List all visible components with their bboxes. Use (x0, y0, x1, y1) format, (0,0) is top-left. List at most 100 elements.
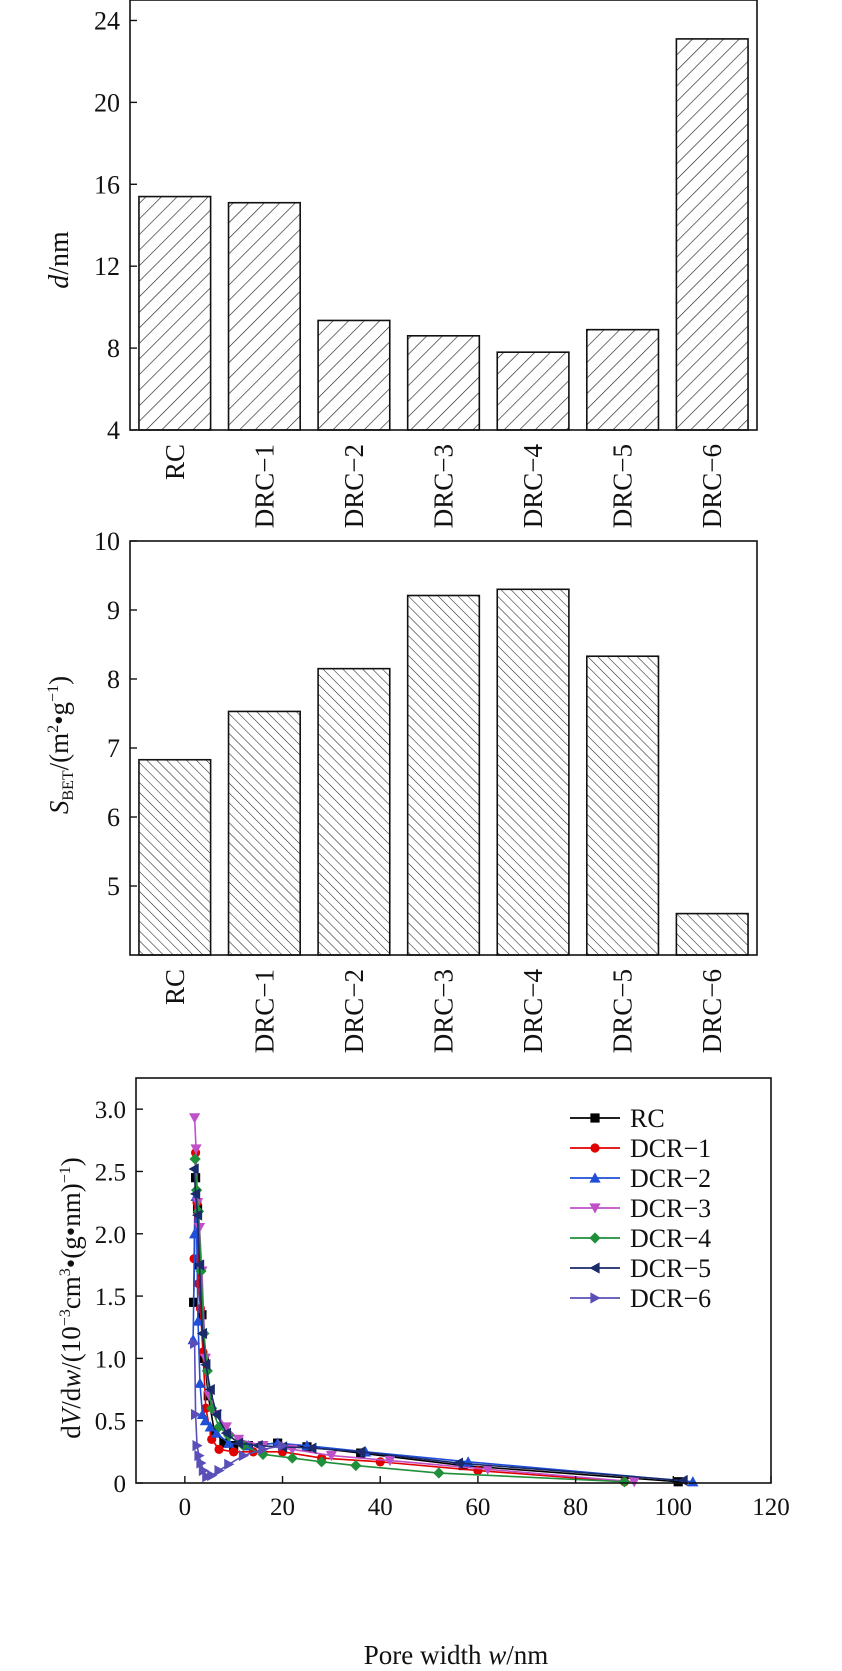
series-point-dcr-5 (204, 1383, 215, 1396)
surface-area-bar-drc-4 (496, 588, 570, 956)
legend-marker-dcr-3 (589, 1203, 601, 1214)
series-line-rc (192, 1177, 679, 1483)
pore-distribution-xtick-label: 40 (368, 1494, 393, 1521)
pore-diameter-bar-drc-6 (675, 38, 749, 431)
pore-diameter-bar-drc-1 (227, 201, 301, 431)
series-point-dcr-2 (204, 1421, 216, 1432)
series-point-dcr-6 (238, 1449, 250, 1462)
surface-area-category-drc-4: DRC−4 (518, 969, 548, 1054)
pore-diameter-category-drc-3: DRC−3 (429, 444, 459, 528)
series-point-rc (673, 1477, 683, 1487)
series-point-dcr-3 (232, 1434, 245, 1445)
pore-diameter-ytick-label: 20 (94, 88, 120, 117)
svg-text:d/nm: d/nm (44, 231, 75, 289)
surface-area-ytick-label: 5 (107, 872, 120, 901)
series-point-dcr-4 (189, 1153, 201, 1165)
series-point-rc (219, 1438, 229, 1448)
pore-diameter-ytick-label: 12 (94, 252, 120, 281)
pore-distribution-x-axis-label: Pore width w/nm (364, 1640, 549, 1670)
pore-diameter-category-drc-5: DRC−5 (608, 444, 638, 528)
series-point-dcr-6 (258, 1443, 269, 1455)
series-point-dcr-5 (189, 1188, 201, 1200)
pore-diameter-ytick-label: 8 (107, 334, 120, 363)
series-point-dcr-3 (325, 1450, 337, 1462)
surface-area-ytick-label: 6 (107, 803, 120, 832)
pore-diameter-category-drc-6: DRC−6 (697, 444, 727, 528)
series-point-dcr-2 (210, 1427, 223, 1438)
series-point-dcr-6 (190, 1337, 201, 1350)
legend-marker-rc (590, 1113, 600, 1123)
pore-diameter-bar-drc-2 (317, 319, 391, 431)
series-point-dcr-6 (207, 1469, 218, 1482)
series-point-rc (229, 1441, 239, 1451)
series-point-dcr-1 (214, 1444, 224, 1454)
series-point-dcr-2 (194, 1377, 206, 1388)
pore-diameter-category-drc-2: DRC−2 (339, 444, 369, 528)
svg-text:dV/dw/(10−3cm3•(g•nm)−1): dV/dw/(10−3cm3•(g•nm)−1) (56, 1157, 86, 1438)
series-point-dcr-5 (220, 1427, 231, 1439)
pore-distribution-ytick-label: 2.0 (95, 1222, 126, 1249)
pore-diameter-category-rc: RC (160, 444, 190, 480)
surface-area-bar-drc-2 (317, 667, 391, 956)
series-point-dcr-5 (232, 1437, 244, 1449)
pore-distribution-y-axis-label: dV/dw/(10−3cm3•(g•nm)−1) (56, 1157, 86, 1438)
series-point-dcr-4 (350, 1459, 362, 1472)
series-point-dcr-6 (192, 1440, 203, 1452)
series-point-dcr-1 (375, 1457, 385, 1467)
series-point-dcr-3 (189, 1113, 201, 1124)
surface-area-category-drc-6: DRC−6 (697, 969, 727, 1053)
surface-area-category-drc-3: DRC−3 (429, 969, 459, 1053)
surface-area-plot-frame (129, 540, 758, 956)
pore-diameter-category-drc-1: DRC−1 (249, 444, 279, 528)
pore-diameter-plot-frame (129, 0, 758, 431)
series-line-dcr-1 (193, 1152, 625, 1483)
pore-distribution-xtick-label: 0 (179, 1494, 192, 1521)
series-point-dcr-6 (214, 1464, 225, 1477)
series-point-dcr-2 (223, 1437, 235, 1448)
series-point-dcr-2 (199, 1415, 211, 1426)
pore-distribution-xtick-label: 120 (752, 1494, 790, 1521)
legend-label-dcr-6: DCR−6 (630, 1284, 711, 1313)
pore-diameter-bar-rc (138, 195, 212, 431)
surface-area-ytick-label: 10 (94, 527, 120, 556)
pore-diameter-bar-drc-5 (586, 328, 660, 431)
pore-diameter-ytick-label: 4 (107, 416, 120, 445)
series-point-dcr-4 (618, 1476, 631, 1488)
surface-area-bar-drc-1 (227, 710, 301, 956)
surface-area-category-rc: RC (160, 969, 190, 1005)
legend-marker-dcr-6 (590, 1292, 601, 1304)
legend-label-dcr-4: DCR−4 (630, 1224, 711, 1253)
surface-area-category-drc-2: DRC−2 (339, 969, 369, 1053)
pore-distribution-ytick-label: 0 (114, 1471, 127, 1498)
legend-label-dcr-2: DCR−2 (630, 1164, 711, 1193)
pore-distribution-xtick-label: 80 (563, 1494, 588, 1521)
pore-distribution-ytick-label: 2.5 (95, 1159, 126, 1186)
series-point-dcr-3 (190, 1144, 202, 1155)
series-point-dcr-5 (210, 1408, 222, 1421)
series-point-dcr-4 (213, 1421, 225, 1433)
series-point-dcr-2 (189, 1228, 201, 1239)
pore-diameter-ytick-label: 16 (94, 170, 120, 199)
series-point-dcr-4 (433, 1467, 445, 1479)
series-point-dcr-5 (193, 1259, 205, 1271)
series-point-dcr-1 (229, 1447, 239, 1457)
series-point-dcr-4 (316, 1456, 328, 1468)
legend-marker-dcr-2 (589, 1172, 601, 1183)
surface-area-bar-drc-3 (406, 594, 481, 956)
surface-area-ytick-label: 7 (107, 734, 120, 763)
series-point-dcr-3 (220, 1422, 232, 1433)
pore-diameter-chart: d/nm RC DRC−1 DRC−2 DRC−3 DRC−4 DRC−5 DRC−6 4 8 1… (44, 0, 758, 529)
legend-marker-dcr-1 (590, 1143, 600, 1153)
legend-label-rc: RC (630, 1104, 665, 1133)
series-point-dcr-2 (192, 1315, 204, 1326)
series-line-dcr-4 (194, 1158, 625, 1483)
pore-diameter-category-drc-4: DRC−4 (518, 444, 548, 529)
surface-area-bar-drc-6 (675, 912, 749, 956)
legend-marker-dcr-5 (589, 1262, 600, 1274)
series-line-dcr-5 (193, 1168, 684, 1482)
surface-area-bar-rc (138, 758, 212, 956)
legend-label-dcr-5: DCR−5 (630, 1254, 711, 1283)
series-point-dcr-5 (355, 1446, 366, 1458)
series-point-dcr-3 (482, 1464, 494, 1475)
pore-diameter-bar-drc-4 (496, 351, 570, 431)
